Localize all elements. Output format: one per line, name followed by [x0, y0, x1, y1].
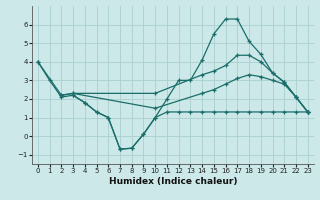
- X-axis label: Humidex (Indice chaleur): Humidex (Indice chaleur): [108, 177, 237, 186]
